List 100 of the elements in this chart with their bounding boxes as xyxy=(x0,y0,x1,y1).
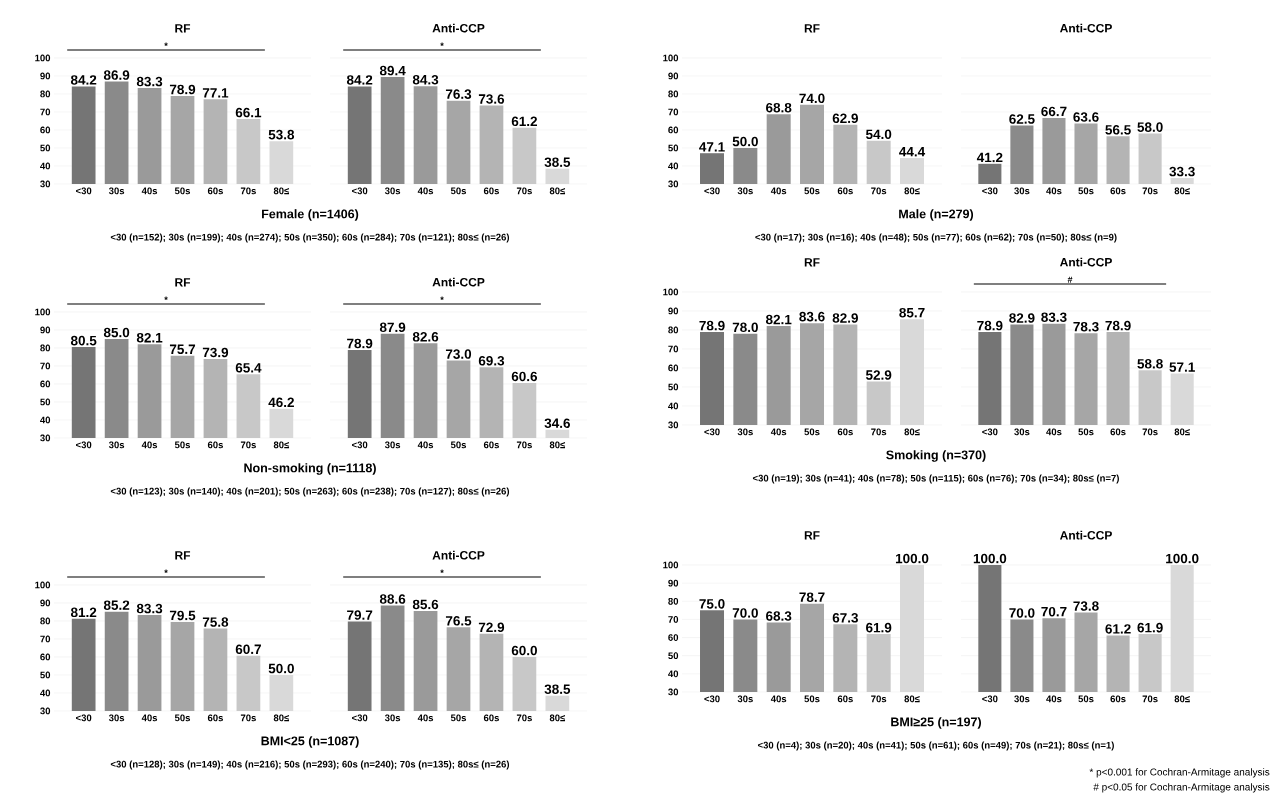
x-axis-title: Female (n=1406) xyxy=(262,209,359,221)
data-label: 70.0 xyxy=(1009,608,1035,618)
data-label: 47.1 xyxy=(699,142,725,152)
x-tick-label: 80≤ xyxy=(1174,695,1190,703)
chart-title: Anti-CCP xyxy=(432,550,485,560)
x-tick-label: 80≤ xyxy=(904,695,920,703)
data-label: 78.7 xyxy=(799,592,825,602)
data-label: 73.0 xyxy=(445,349,472,359)
y-tick-label: 70 xyxy=(668,345,679,353)
x-tick-label: <30 xyxy=(76,714,92,722)
data-label: 73.6 xyxy=(478,94,505,104)
y-tick-label: 80 xyxy=(40,344,51,352)
data-label: 79.7 xyxy=(347,610,373,620)
data-label: 78.9 xyxy=(977,320,1003,331)
x-tick-label: 60s xyxy=(483,187,499,195)
data-label: 34.6 xyxy=(544,418,570,429)
y-tick-label: 80 xyxy=(668,90,679,98)
text: <30 (n=152); 30s (n=199); 40s (n=274); 50s (n=350); 60s (n=284); 70s (n=121); 80s≤ (n=26) xyxy=(110,233,510,243)
x-tick-label: 80≤ xyxy=(273,441,290,449)
x-tick-label: 80≤ xyxy=(904,428,920,436)
data-label: 78.9 xyxy=(1105,320,1131,331)
x-tick-label: 40s xyxy=(141,187,158,195)
y-tick-label: 30 xyxy=(40,434,51,442)
data-label: 83.3 xyxy=(1041,312,1067,323)
x-tick-label: 70s xyxy=(240,714,256,722)
text: * xyxy=(440,569,444,573)
data-label: 44.4 xyxy=(899,147,926,157)
chart-title: RF xyxy=(804,24,820,33)
y-tick-label: 50 xyxy=(668,383,679,391)
x-tick-label: 40s xyxy=(1046,695,1062,703)
text: * p<0.001 for Cochran-Armitage analysis xyxy=(1089,768,1270,778)
data-label: 85.6 xyxy=(412,599,439,610)
x-tick-label: 40s xyxy=(770,428,787,436)
x-tick-label: <30 xyxy=(982,428,998,436)
y-tick-label: 50 xyxy=(668,144,679,152)
x-tick-label: <30 xyxy=(352,441,368,449)
x-tick-label: 50s xyxy=(1078,695,1094,703)
data-label: 81.2 xyxy=(70,607,97,618)
data-label: 85.0 xyxy=(103,327,130,338)
x-tick-label: 30s xyxy=(1014,428,1030,436)
chart-title: RF xyxy=(175,278,191,287)
x-tick-label: 30s xyxy=(384,187,401,195)
data-label: 76.3 xyxy=(445,89,472,99)
y-tick-label: 90 xyxy=(40,599,51,607)
data-label: 84.2 xyxy=(346,75,373,85)
data-label: 73.9 xyxy=(202,347,229,358)
text: * xyxy=(440,296,444,300)
data-label: 50.0 xyxy=(268,663,294,674)
x-axis-title: BMI≥25 (n=197) xyxy=(891,717,982,729)
data-label: 75.0 xyxy=(699,599,725,609)
data-label: 85.2 xyxy=(103,600,130,610)
x-tick-label: <30 xyxy=(352,187,368,195)
y-tick-label: 100 xyxy=(35,308,51,316)
data-label: 61.9 xyxy=(1137,622,1163,633)
x-tick-label: 50s xyxy=(804,428,820,436)
data-label: 100.0 xyxy=(895,553,929,564)
x-axis-title: Non-smoking (n=1118) xyxy=(244,463,376,475)
data-label: 78.9 xyxy=(347,338,373,349)
data-label: 70.7 xyxy=(1041,606,1067,617)
x-tick-label: 80≤ xyxy=(273,187,290,195)
x-tick-label: 80≤ xyxy=(904,187,920,195)
y-tick-label: 90 xyxy=(668,72,679,80)
data-label: 86.9 xyxy=(103,70,130,80)
text: # xyxy=(1067,276,1073,283)
y-tick-label: 60 xyxy=(40,380,51,388)
y-tick-label: 90 xyxy=(40,72,51,80)
y-tick-label: 40 xyxy=(40,162,51,170)
x-tick-label: 50s xyxy=(174,187,191,195)
y-tick-label: 50 xyxy=(668,652,679,660)
data-label: 82.1 xyxy=(765,314,792,325)
data-label: 73.8 xyxy=(1073,601,1099,611)
data-label: 77.1 xyxy=(202,88,229,98)
data-label: 82.9 xyxy=(832,313,858,323)
x-tick-label: 70s xyxy=(871,187,887,195)
y-tick-label: 70 xyxy=(668,108,679,116)
x-axis-title: Male (n=279) xyxy=(899,209,974,221)
text: * xyxy=(440,42,444,46)
data-label: 41.2 xyxy=(976,152,1003,163)
y-tick-label: 90 xyxy=(668,307,679,315)
x-tick-label: 40s xyxy=(417,714,434,722)
data-label: 70.0 xyxy=(732,608,758,618)
data-label: 82.6 xyxy=(412,332,439,342)
data-label: 84.3 xyxy=(412,74,439,85)
x-tick-label: <30 xyxy=(76,441,92,449)
text: * xyxy=(164,42,168,46)
x-tick-label: 60s xyxy=(837,695,853,703)
chart-title: RF xyxy=(175,551,191,560)
data-label: 38.5 xyxy=(544,157,571,167)
data-label: 87.9 xyxy=(379,322,406,333)
data-label: 74.0 xyxy=(799,93,825,104)
data-label: 52.9 xyxy=(865,370,892,380)
text: <30 (n=19); 30s (n=41); 40s (n=78); 50s (n=115); 60s (n=76); 70s (n=34); 80s≤ (n=7) xyxy=(752,474,1119,484)
text: * xyxy=(164,569,168,573)
chart-title: Anti-CCP xyxy=(432,23,485,33)
x-tick-label: 60s xyxy=(207,187,223,195)
x-tick-label: 80≤ xyxy=(549,441,566,449)
y-tick-label: 70 xyxy=(668,616,679,623)
y-tick-label: 40 xyxy=(668,162,679,170)
y-tick-label: 40 xyxy=(40,689,51,697)
y-tick-label: 100 xyxy=(663,561,679,569)
